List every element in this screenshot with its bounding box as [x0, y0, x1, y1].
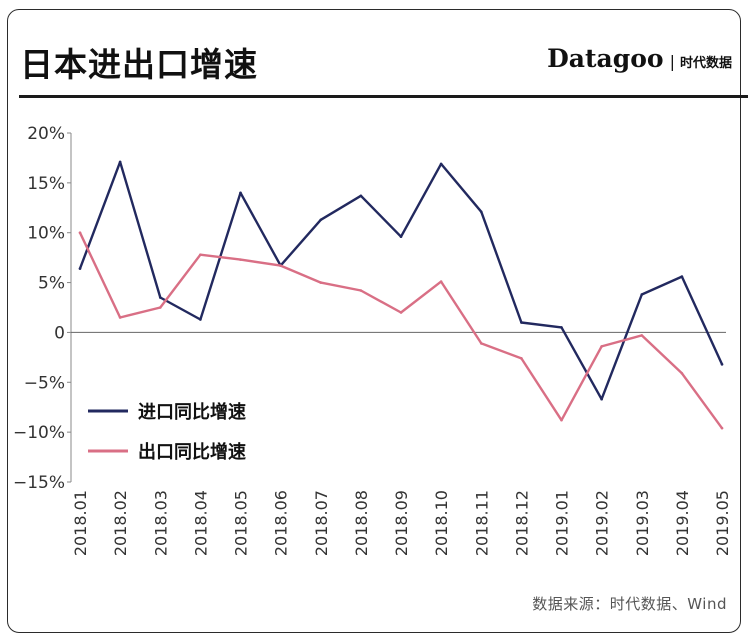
data-point	[399, 311, 403, 314]
data-point	[158, 296, 162, 299]
data-source: 数据来源：时代数据、Wind	[532, 595, 727, 613]
data-point	[239, 191, 242, 195]
y-tick-label: −15%	[13, 473, 65, 493]
data-point	[439, 280, 443, 283]
brand-logo: Datagoo | 时代数据	[547, 44, 732, 73]
x-tick-label: 2018.08	[352, 490, 371, 556]
data-point	[560, 418, 563, 422]
x-tick-label: 2018.06	[272, 490, 291, 556]
data-point	[640, 334, 644, 337]
data-point	[680, 372, 684, 375]
data-point	[600, 397, 603, 401]
data-point	[118, 316, 122, 319]
legend-label-import: 进口同比增速	[138, 401, 246, 423]
data-point	[78, 231, 82, 235]
data-point	[359, 289, 363, 292]
x-tick-label: 2018.04	[191, 490, 210, 556]
data-point	[199, 318, 202, 321]
brand-separator: |	[669, 52, 675, 71]
x-tick-label: 2019.05	[713, 490, 732, 556]
data-point	[118, 160, 122, 164]
data-point	[720, 363, 724, 366]
data-point	[479, 342, 483, 345]
title-divider	[19, 95, 748, 98]
x-tick-label: 2019.01	[553, 490, 572, 556]
y-tick-label: 15%	[27, 174, 65, 194]
chart-title: 日本进出口增速	[20, 45, 258, 84]
x-tick-label: 2018.07	[312, 490, 331, 556]
data-point	[319, 281, 323, 284]
y-tick-label: 20%	[27, 124, 65, 144]
y-tick-label: 0	[54, 323, 65, 343]
data-point	[239, 258, 242, 261]
data-point	[78, 267, 82, 270]
data-point	[600, 345, 603, 348]
x-tick-label: 2018.05	[232, 490, 251, 556]
data-point	[439, 162, 443, 166]
data-point	[720, 426, 724, 430]
legend-label-export: 出口同比增速	[138, 441, 246, 463]
data-point	[680, 275, 684, 278]
x-tick-label: 2018.02	[111, 490, 130, 556]
data-point	[158, 306, 162, 309]
y-tick-label: −10%	[13, 423, 65, 443]
x-tick-label: 2018.11	[472, 490, 491, 556]
data-point	[199, 253, 202, 256]
data-point	[279, 264, 282, 267]
data-point	[640, 293, 644, 296]
brand-name: Datagoo	[547, 44, 664, 73]
x-tick-label: 2019.02	[593, 490, 612, 556]
series-line-import	[78, 160, 724, 401]
data-point	[520, 321, 523, 324]
x-tick-label: 2019.03	[633, 490, 652, 556]
data-point	[560, 326, 563, 329]
data-point	[319, 218, 323, 222]
data-point	[399, 235, 403, 239]
x-tick-label: 2018.01	[71, 490, 90, 556]
x-tick-label: 2019.04	[673, 490, 692, 556]
x-tick-label: 2018.09	[392, 490, 411, 556]
y-tick-label: −5%	[24, 373, 65, 393]
y-tick-label: 10%	[27, 224, 65, 244]
brand-subtitle: 时代数据	[679, 56, 732, 71]
y-tick-label: 5%	[38, 274, 65, 294]
data-point	[479, 210, 483, 214]
x-tick-label: 2018.12	[512, 490, 531, 556]
data-point	[520, 357, 523, 360]
x-tick-label: 2018.10	[432, 490, 451, 556]
x-tick-label: 2018.03	[151, 490, 170, 556]
chart-card: 日本进出口增速 Datagoo | 时代数据 数据来源：时代数据、Wind	[7, 9, 748, 633]
data-point	[359, 194, 363, 198]
series-line-export	[78, 231, 724, 430]
